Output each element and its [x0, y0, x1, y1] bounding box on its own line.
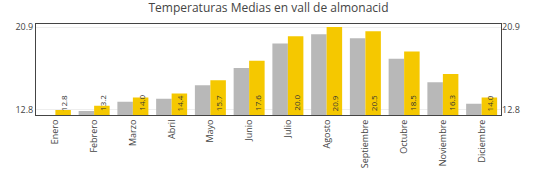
svg-text:Temperaturas Medias en vall de: Temperaturas Medias en vall de almonacid [149, 0, 389, 16]
svg-text:12.8: 12.8 [58, 95, 69, 111]
svg-text:12.8: 12.8 [15, 103, 33, 116]
svg-text:Agosto: Agosto [320, 120, 333, 149]
svg-text:14.0: 14.0 [136, 94, 147, 110]
svg-text:17.6: 17.6 [252, 95, 263, 111]
svg-text:Noviembre: Noviembre [436, 120, 449, 167]
svg-text:Mayo: Mayo [203, 120, 216, 143]
svg-text:Febrero: Febrero [87, 120, 100, 153]
svg-text:Septiembre: Septiembre [358, 120, 371, 169]
svg-text:Junio: Junio [242, 120, 255, 142]
svg-text:Octubre: Octubre [397, 120, 410, 154]
svg-text:13.2: 13.2 [97, 95, 108, 111]
svg-text:16.3: 16.3 [446, 94, 457, 110]
svg-text:Enero: Enero [48, 120, 61, 145]
svg-text:Abril: Abril [165, 120, 178, 139]
svg-text:20.5: 20.5 [368, 95, 379, 111]
svg-text:14.4: 14.4 [174, 95, 185, 111]
svg-text:14.0: 14.0 [484, 95, 495, 111]
svg-text:Julio: Julio [281, 120, 294, 139]
svg-text:20.0: 20.0 [291, 94, 302, 110]
svg-text:Marzo: Marzo [126, 120, 139, 146]
svg-text:Diciembre: Diciembre [475, 120, 488, 163]
svg-text:18.5: 18.5 [407, 95, 418, 111]
svg-text:20.9: 20.9 [329, 95, 340, 111]
svg-text:20.9: 20.9 [15, 20, 33, 33]
svg-text:20.9: 20.9 [502, 20, 520, 33]
svg-text:15.7: 15.7 [213, 95, 224, 111]
svg-text:12.8: 12.8 [502, 103, 520, 116]
